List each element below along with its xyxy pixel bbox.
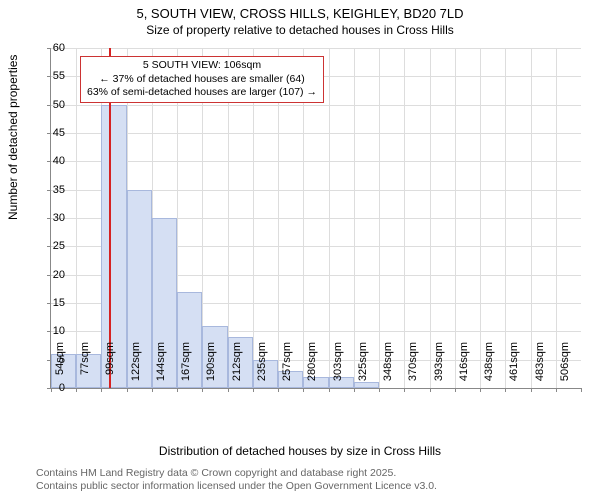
x-tick-mark xyxy=(253,388,254,392)
x-axis-title: Distribution of detached houses by size … xyxy=(0,444,600,458)
footer-line-2: Contains public sector information licen… xyxy=(36,480,437,494)
x-tick-mark xyxy=(228,388,229,392)
x-tick-mark xyxy=(127,388,128,392)
y-tick-label: 55 xyxy=(35,70,65,82)
y-tick-label: 45 xyxy=(35,127,65,139)
x-tick-label: 461sqm xyxy=(508,342,520,392)
grid-line-v xyxy=(556,48,557,388)
footer: Contains HM Land Registry data © Crown c… xyxy=(36,467,437,494)
y-tick-label: 60 xyxy=(35,42,65,54)
x-tick-mark xyxy=(354,388,355,392)
y-axis-title: Number of detached properties xyxy=(6,55,20,220)
x-tick-mark xyxy=(278,388,279,392)
x-tick-label: 280sqm xyxy=(306,342,318,392)
x-tick-mark xyxy=(101,388,102,392)
grid-line-h xyxy=(51,161,581,162)
x-tick-label: 370sqm xyxy=(407,342,419,392)
x-tick-label: 257sqm xyxy=(281,342,293,392)
x-tick-label: 77sqm xyxy=(79,342,91,392)
grid-line-v xyxy=(76,48,77,388)
x-tick-label: 506sqm xyxy=(559,342,571,392)
x-tick-label: 144sqm xyxy=(155,342,167,392)
x-tick-label: 122sqm xyxy=(130,342,142,392)
annotation-line: 63% of semi-detached houses are larger (… xyxy=(87,86,317,100)
y-tick-label: 50 xyxy=(35,99,65,111)
x-tick-mark xyxy=(430,388,431,392)
y-tick-label: 40 xyxy=(35,155,65,167)
x-tick-mark xyxy=(177,388,178,392)
x-tick-label: 212sqm xyxy=(231,342,243,392)
y-tick-label: 10 xyxy=(35,325,65,337)
grid-line-v xyxy=(329,48,330,388)
x-tick-mark xyxy=(152,388,153,392)
x-tick-label: 438sqm xyxy=(483,342,495,392)
x-tick-mark xyxy=(202,388,203,392)
grid-line-v xyxy=(505,48,506,388)
annotation-box: 5 SOUTH VIEW: 106sqm← 37% of detached ho… xyxy=(80,56,324,103)
x-tick-mark xyxy=(480,388,481,392)
annotation-line: ← 37% of detached houses are smaller (64… xyxy=(87,73,317,87)
x-tick-label: 483sqm xyxy=(534,342,546,392)
grid-line-v xyxy=(354,48,355,388)
y-tick-label: 20 xyxy=(35,269,65,281)
chart-subtitle: Size of property relative to detached ho… xyxy=(0,23,600,41)
x-tick-mark xyxy=(303,388,304,392)
x-tick-label: 235sqm xyxy=(256,342,268,392)
grid-line-v xyxy=(455,48,456,388)
x-tick-mark xyxy=(505,388,506,392)
y-tick-label: 15 xyxy=(35,297,65,309)
x-tick-mark xyxy=(329,388,330,392)
grid-line-h xyxy=(51,105,581,106)
x-tick-mark xyxy=(76,388,77,392)
x-tick-label: 54sqm xyxy=(54,342,66,392)
footer-line-1: Contains HM Land Registry data © Crown c… xyxy=(36,467,437,481)
x-tick-mark xyxy=(581,388,582,392)
x-tick-label: 303sqm xyxy=(332,342,344,392)
x-tick-label: 393sqm xyxy=(433,342,445,392)
x-tick-mark xyxy=(556,388,557,392)
x-tick-label: 190sqm xyxy=(205,342,217,392)
grid-line-v xyxy=(531,48,532,388)
grid-line-v xyxy=(480,48,481,388)
grid-line-h xyxy=(51,48,581,49)
annotation-line: 5 SOUTH VIEW: 106sqm xyxy=(87,59,317,73)
grid-line-v xyxy=(379,48,380,388)
y-tick-label: 25 xyxy=(35,240,65,252)
grid-line-v xyxy=(404,48,405,388)
x-tick-label: 167sqm xyxy=(180,342,192,392)
chart-container: 5, SOUTH VIEW, CROSS HILLS, KEIGHLEY, BD… xyxy=(0,0,600,500)
x-tick-mark xyxy=(404,388,405,392)
x-tick-label: 325sqm xyxy=(357,342,369,392)
x-tick-mark xyxy=(531,388,532,392)
grid-line-h xyxy=(51,133,581,134)
x-tick-label: 348sqm xyxy=(382,342,394,392)
x-tick-mark xyxy=(455,388,456,392)
x-tick-mark xyxy=(379,388,380,392)
x-tick-label: 99sqm xyxy=(104,342,116,392)
grid-line-v xyxy=(430,48,431,388)
chart-title: 5, SOUTH VIEW, CROSS HILLS, KEIGHLEY, BD… xyxy=(0,0,600,23)
y-tick-label: 30 xyxy=(35,212,65,224)
y-tick-label: 35 xyxy=(35,184,65,196)
x-tick-label: 416sqm xyxy=(458,342,470,392)
